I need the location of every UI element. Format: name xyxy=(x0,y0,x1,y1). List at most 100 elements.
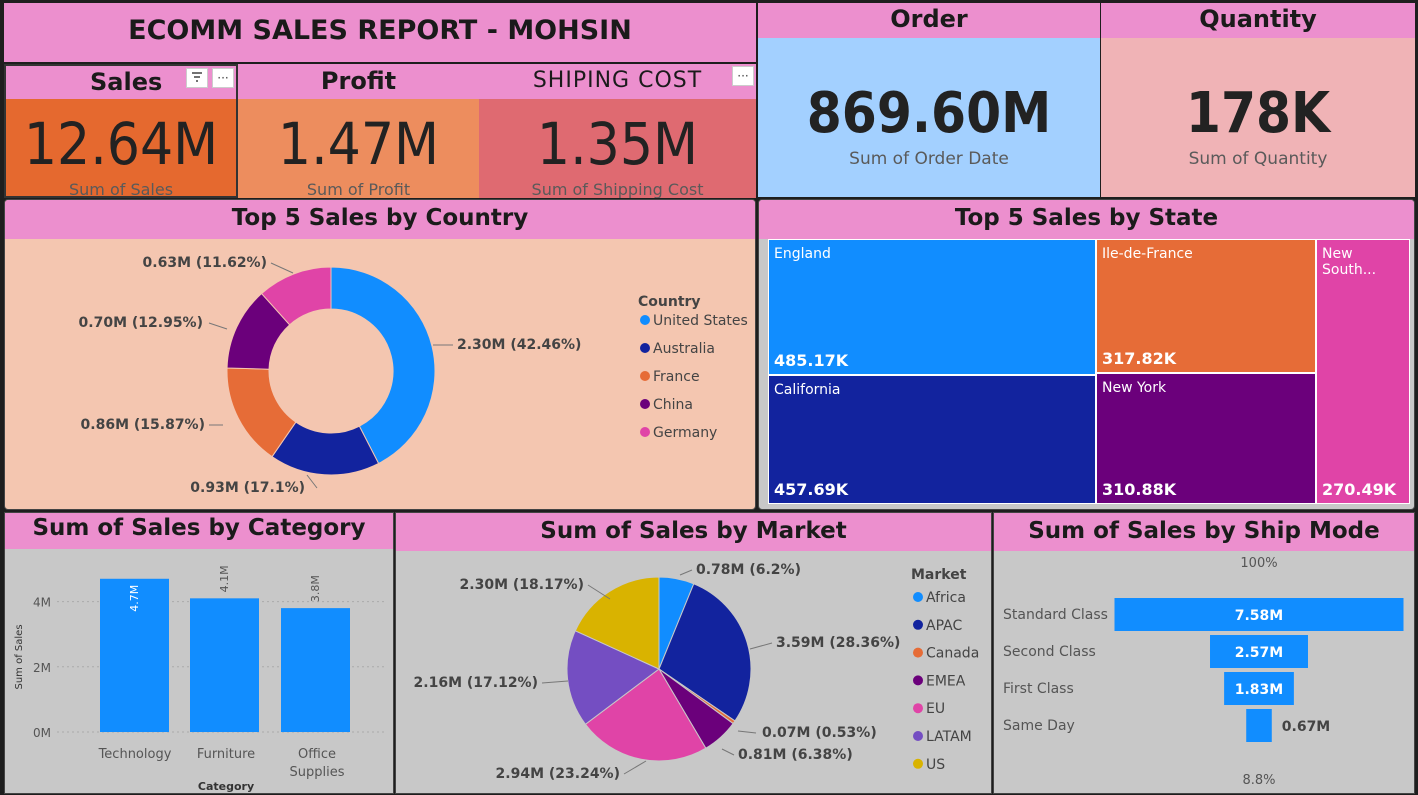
market-pie-panel[interactable]: Sum of Sales by Market 0.78M (6.2%) 3.59M… xyxy=(395,512,992,794)
country-donut-chart[interactable]: 2.30M (42.46%) 0.93M (17.1%) 0.86M (15.87%… xyxy=(5,239,755,509)
bar-technology[interactable] xyxy=(100,578,169,732)
quantity-value: 178K xyxy=(1185,81,1331,146)
funnel-bar-second-class[interactable] xyxy=(1210,635,1308,668)
legend-item-united-states[interactable]: United States xyxy=(653,313,748,329)
funnel-category-label: First Class xyxy=(1003,681,1074,697)
profit-card[interactable]: Profit 1.47M Sum of Profit xyxy=(238,64,479,198)
pie-slice-eu[interactable] xyxy=(584,668,707,762)
filter-icon[interactable] xyxy=(186,68,208,88)
data-label-united-states: 2.30M (42.46%) xyxy=(457,337,581,353)
bar-value-label: 3.8M xyxy=(309,575,322,602)
bar-office-supplies[interactable] xyxy=(281,608,350,732)
legend-item-china[interactable]: China xyxy=(653,397,693,413)
shipping-card[interactable]: SHIPING COST ··· 1.35M Sum of Shipping C… xyxy=(479,64,756,198)
treemap-tile-value: 270.49K xyxy=(1322,480,1397,499)
market-pie-chart[interactable]: 0.78M (6.2%) 3.59M (28.36%) 0.07M (0.53%) 0… xyxy=(396,551,991,793)
profit-card-title: Profit xyxy=(320,67,397,95)
order-caption: Sum of Order Date xyxy=(849,149,1009,169)
legend-item-eu[interactable]: EU xyxy=(926,701,945,717)
quantity-caption: Sum of Quantity xyxy=(1188,149,1328,169)
category-bar-panel[interactable]: Sum of Sales by Category 0M 2M 4M Sum of Sa… xyxy=(4,512,394,794)
y-tick-label: 2M xyxy=(33,661,51,675)
sales-card[interactable]: Sales ··· 12.64M Sum of Sales xyxy=(4,64,238,198)
pie-slice-apac[interactable] xyxy=(658,583,752,722)
data-label-apac: 3.59M (28.36%) xyxy=(776,635,900,651)
treemap-tile-ile-de-france[interactable]: Ile-de-France 317.82K xyxy=(1096,239,1316,373)
leader-line xyxy=(587,584,611,600)
treemap-tile-new-york[interactable]: New York 310.88K xyxy=(1096,373,1316,504)
legend-marker-us xyxy=(913,758,923,769)
report-title-banner: ECOMM SALES REPORT - MOHSIN xyxy=(4,3,756,62)
x-tick-label: Furniture xyxy=(197,747,255,762)
shipping-card-title: SHIPING COST xyxy=(532,68,703,93)
sales-card-title: Sales xyxy=(90,68,163,96)
legend-marker-eu xyxy=(913,703,923,714)
legend-item-canada[interactable]: Canada xyxy=(926,646,979,662)
legend-marker-china xyxy=(640,399,650,409)
treemap-tile-name: Ile-de-France xyxy=(1102,246,1193,262)
data-label-china: 0.70M (12.95%) xyxy=(79,315,203,331)
profit-value: 1.47M xyxy=(277,110,440,178)
funnel-bar-standard-class[interactable] xyxy=(1114,598,1404,631)
quantity-card[interactable]: Quantity 178K Sum of Quantity xyxy=(1101,3,1415,197)
order-card[interactable]: Order 869.60M Sum of Order Date xyxy=(758,3,1100,197)
leader-line xyxy=(737,730,757,734)
order-value: 869.60M xyxy=(806,81,1052,146)
donut-slice-united-states[interactable] xyxy=(330,266,436,465)
state-treemap[interactable]: England 485.17K California 457.69K Ile-de-Fr… xyxy=(768,239,1410,504)
sales-value: 12.64M xyxy=(23,110,219,178)
state-treemap-panel[interactable]: Top 5 Sales by State England 485.17K Calif… xyxy=(758,199,1415,510)
shipmode-funnel-chart[interactable]: 100% Standard Class 7.58M Second Class 2.57M… xyxy=(994,551,1414,793)
pie-slice-latam[interactable] xyxy=(566,630,660,725)
legend-item-emea[interactable]: EMEA xyxy=(926,673,966,689)
funnel-top-percent: 100% xyxy=(1240,556,1277,571)
legend-item-us[interactable]: US xyxy=(926,757,945,773)
funnel-value-label: 1.83M xyxy=(1235,682,1283,698)
data-label-canada: 0.07M (0.53%) xyxy=(762,725,877,741)
bar-furniture[interactable] xyxy=(190,598,259,732)
legend-item-latam[interactable]: LATAM xyxy=(926,729,972,745)
leader-line xyxy=(208,322,228,330)
leader-line xyxy=(623,760,647,775)
leader-line xyxy=(541,680,569,684)
country-chart-header: Top 5 Sales by Country xyxy=(5,200,755,239)
legend-title: Country xyxy=(638,294,701,310)
country-donut-panel[interactable]: Top 5 Sales by Country 2.30M (42.46%) 0.9… xyxy=(4,199,756,510)
x-tick-label: Office xyxy=(298,747,336,762)
funnel-value-label: 7.58M xyxy=(1235,608,1283,624)
funnel-bar-first-class[interactable] xyxy=(1224,672,1294,705)
funnel-bar-same-day[interactable] xyxy=(1246,709,1272,742)
leader-line xyxy=(721,748,735,756)
treemap-tile-england[interactable]: England 485.17K xyxy=(768,239,1096,375)
donut-slice-germany[interactable] xyxy=(260,266,332,326)
funnel-value-label: 2.57M xyxy=(1235,645,1283,661)
legend-item-germany[interactable]: Germany xyxy=(653,425,717,441)
funnel-category-label: Second Class xyxy=(1003,644,1096,660)
pie-slice-us[interactable] xyxy=(574,576,660,670)
country-chart-title: Top 5 Sales by Country xyxy=(231,205,529,231)
data-label-germany: 0.63M (11.62%) xyxy=(143,255,267,271)
legend-item-australia[interactable]: Australia xyxy=(653,341,715,357)
legend-marker-germany xyxy=(640,427,650,437)
more-options-icon[interactable]: ··· xyxy=(732,66,754,86)
data-label-eu: 2.94M (23.24%) xyxy=(496,766,620,782)
treemap-tile-california[interactable]: California 457.69K xyxy=(768,375,1096,504)
x-axis-label: Category xyxy=(198,780,254,793)
order-card-header: Order xyxy=(758,3,1100,38)
more-options-icon[interactable]: ··· xyxy=(212,68,234,88)
legend-item-africa[interactable]: Africa xyxy=(926,590,966,606)
shipmode-funnel-panel[interactable]: Sum of Sales by Ship Mode 100% Standard C… xyxy=(993,512,1415,794)
leader-line xyxy=(270,262,294,274)
legend-item-france[interactable]: France xyxy=(653,369,700,385)
treemap-tile-new-south[interactable]: New South... 270.49K xyxy=(1316,239,1410,504)
legend-item-apac[interactable]: APAC xyxy=(926,618,962,634)
data-label-australia: 0.93M (17.1%) xyxy=(190,480,305,496)
x-tick-label: Technology xyxy=(98,747,172,762)
category-chart-title: Sum of Sales by Category xyxy=(32,515,366,541)
bar-value-label: 4.1M xyxy=(218,565,231,592)
sales-caption: Sum of Sales xyxy=(68,180,174,198)
bar-value-label: 4.7M xyxy=(128,585,141,612)
category-bar-chart[interactable]: 0M 2M 4M Sum of Sales 4.7M 4.1M 3.8M Technology… xyxy=(5,549,393,793)
funnel-category-label: Standard Class xyxy=(1003,607,1108,623)
legend-marker-france xyxy=(640,371,650,381)
